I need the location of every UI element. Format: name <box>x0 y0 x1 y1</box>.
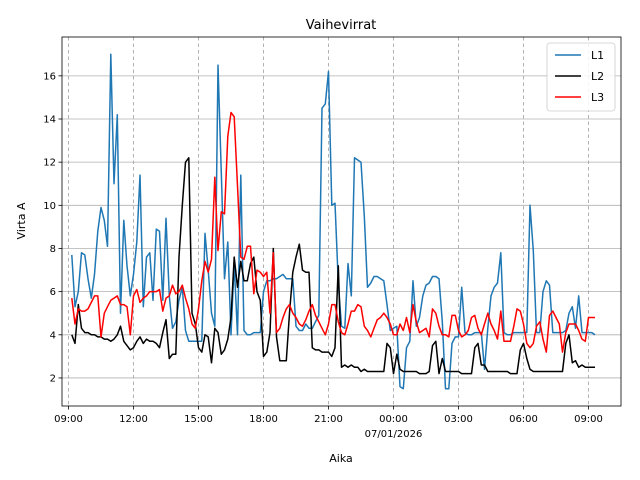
x-tick-label: 06:00 <box>509 414 538 425</box>
series-line-l2 <box>71 157 595 375</box>
legend-label: L2 <box>591 70 604 83</box>
plot-frame <box>61 36 622 407</box>
axis-ticks: 2 4 6 8 10 12 14 16 09:00 12:00 15:00 18:00 21:00 00:… <box>43 71 603 440</box>
legend-box <box>546 42 616 112</box>
y-tick-label: 8 <box>50 244 56 255</box>
y-tick-label: 6 <box>50 287 56 298</box>
series-line-l1 <box>71 53 596 390</box>
legend: L1 L2 L3 <box>546 42 616 112</box>
x-tick-label: 03:00 <box>444 414 473 425</box>
x-tick-label: 21:00 <box>314 414 343 425</box>
legend-label: L3 <box>591 91 604 104</box>
y-tick-label: 14 <box>43 115 56 126</box>
x-tick-label: 18:00 <box>249 414 278 425</box>
y-tick-label: 4 <box>50 330 56 341</box>
x-tick-label: 15:00 <box>184 414 213 425</box>
y-tick-label: 10 <box>43 201 56 212</box>
series-line-l3 <box>71 111 595 353</box>
y-axis-label: Virta A <box>15 202 28 239</box>
x-tick-label: 00:00 <box>379 414 408 425</box>
series-lines <box>71 53 596 390</box>
y-tick-label: 2 <box>50 373 56 384</box>
y-tick-label: 12 <box>43 158 56 169</box>
x-date-label: 07/01/2026 <box>365 429 423 440</box>
x-axis-label: Aika <box>329 452 353 465</box>
x-tick-label: 09:00 <box>574 414 603 425</box>
chart-title: Vaihevirrat <box>306 18 377 33</box>
legend-label: L1 <box>591 49 604 62</box>
x-tick-label: 09:00 <box>54 414 83 425</box>
x-tick-label: 12:00 <box>119 414 148 425</box>
y-tick-label: 16 <box>43 71 56 82</box>
